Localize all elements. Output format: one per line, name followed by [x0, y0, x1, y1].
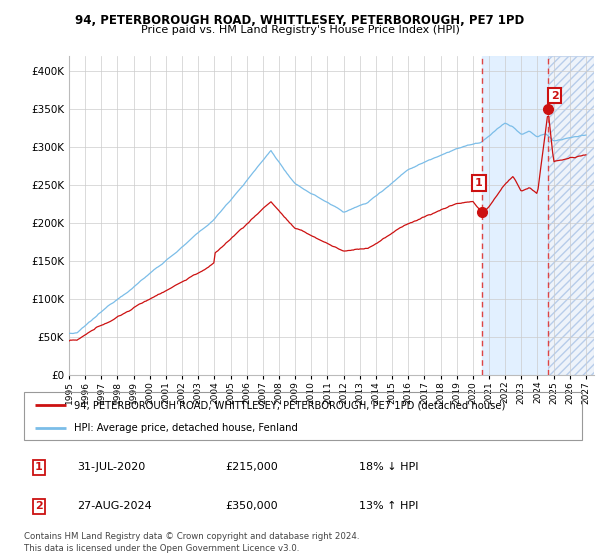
Text: 31-JUL-2020: 31-JUL-2020 [77, 462, 145, 472]
Text: This data is licensed under the Open Government Licence v3.0.: This data is licensed under the Open Gov… [24, 544, 299, 553]
Text: 1: 1 [35, 462, 43, 472]
Text: Price paid vs. HM Land Registry's House Price Index (HPI): Price paid vs. HM Land Registry's House … [140, 25, 460, 35]
Text: HPI: Average price, detached house, Fenland: HPI: Average price, detached house, Fenl… [74, 423, 298, 433]
Text: Contains HM Land Registry data © Crown copyright and database right 2024.: Contains HM Land Registry data © Crown c… [24, 532, 359, 541]
Text: 94, PETERBOROUGH ROAD, WHITTLESEY, PETERBOROUGH, PE7 1PD: 94, PETERBOROUGH ROAD, WHITTLESEY, PETER… [76, 14, 524, 27]
Text: 2: 2 [551, 91, 559, 101]
Text: 27-AUG-2024: 27-AUG-2024 [77, 501, 152, 511]
Text: 13% ↑ HPI: 13% ↑ HPI [359, 501, 418, 511]
Text: 18% ↓ HPI: 18% ↓ HPI [359, 462, 418, 472]
Bar [548, 56, 594, 375]
Bar [548, 56, 594, 375]
Text: 2: 2 [35, 501, 43, 511]
Text: £350,000: £350,000 [225, 501, 278, 511]
Text: 94, PETERBOROUGH ROAD, WHITTLESEY, PETERBOROUGH, PE7 1PD (detached house): 94, PETERBOROUGH ROAD, WHITTLESEY, PETER… [74, 400, 506, 410]
Text: 1: 1 [475, 178, 483, 188]
Bar [548, 56, 594, 375]
Bar [482, 56, 548, 375]
Text: £215,000: £215,000 [225, 462, 278, 472]
